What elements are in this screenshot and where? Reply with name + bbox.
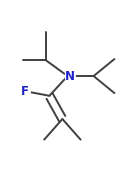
Circle shape <box>65 69 75 83</box>
Circle shape <box>20 84 30 98</box>
Text: N: N <box>65 70 75 83</box>
Text: F: F <box>21 85 29 98</box>
